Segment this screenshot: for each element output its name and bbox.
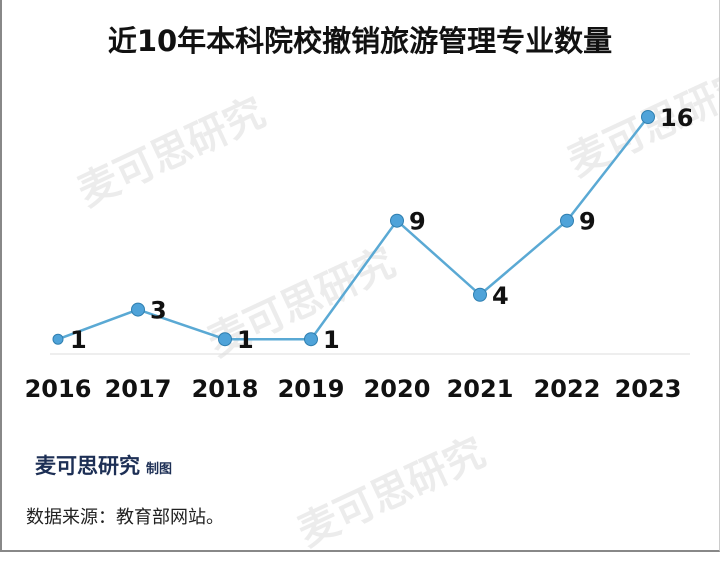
brand-name: 麦可思研究 <box>35 454 140 478</box>
data-point <box>560 213 574 228</box>
chart-title: 近10年本科院校撤销旅游管理专业数量 <box>107 24 613 58</box>
data-label: 9 <box>409 208 426 236</box>
data-label: 9 <box>579 208 596 236</box>
data-point <box>390 213 404 228</box>
data-point <box>641 110 655 124</box>
x-tick-label: 2022 <box>534 375 601 403</box>
data-label: 16 <box>660 104 693 132</box>
x-tick-label: 2019 <box>278 375 345 403</box>
data-label: 1 <box>237 326 254 354</box>
data-label: 3 <box>150 297 167 325</box>
data-label: 4 <box>492 282 509 310</box>
data-point <box>473 287 487 302</box>
x-tick-label: 2020 <box>364 375 431 403</box>
data-point <box>218 332 232 347</box>
x-tick-label: 2016 <box>25 375 92 403</box>
data-point <box>131 302 145 317</box>
data-label: 1 <box>70 326 87 354</box>
x-tick-label: 2017 <box>105 375 172 403</box>
source-note: 数据来源：教育部网站。 <box>26 507 224 528</box>
data-label: 1 <box>323 326 340 354</box>
data-point <box>304 332 318 347</box>
credit: 麦可思研究 制图 <box>35 450 172 480</box>
series-line <box>57 116 649 341</box>
x-tick-label: 2023 <box>615 375 682 403</box>
x-tick-label: 2018 <box>192 375 259 403</box>
x-tick-label: 2021 <box>447 375 514 403</box>
plot-area: 1 2016 3 2017 1 2018 1 2019 9 2020 4 2021 9 2022 16 202… <box>25 104 694 403</box>
data-point <box>52 333 64 345</box>
credit-suffix: 制图 <box>146 462 173 477</box>
